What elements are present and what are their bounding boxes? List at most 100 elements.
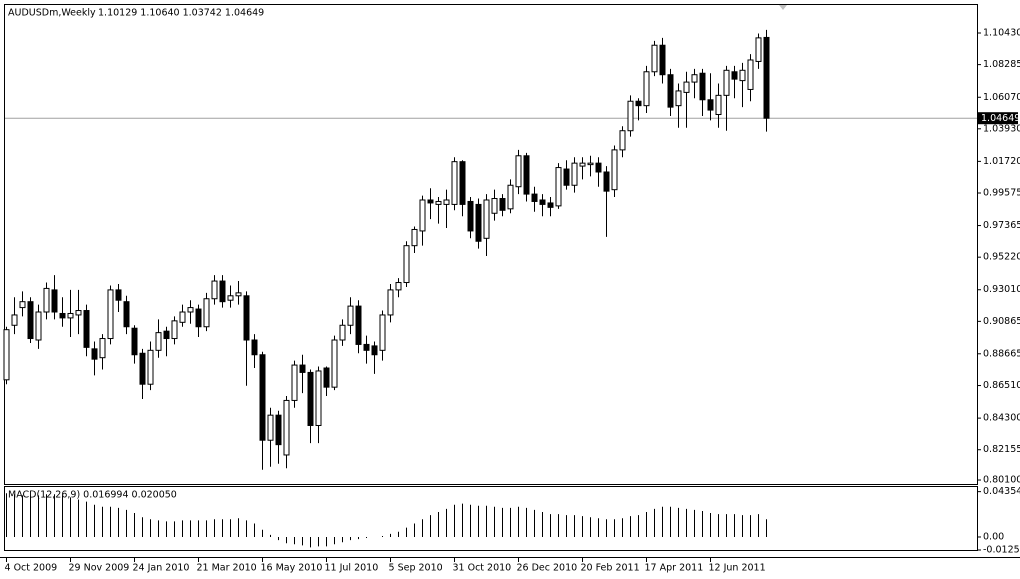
candle-body <box>347 305 354 326</box>
candle-body <box>411 228 418 247</box>
candle-body <box>515 155 522 188</box>
candle-body <box>667 74 674 108</box>
candle-body <box>459 161 466 205</box>
candle-body <box>19 301 26 309</box>
candle-body <box>147 349 154 385</box>
candle-body <box>467 200 474 232</box>
candle-body <box>451 161 458 205</box>
time-label: 11 Jul 2010 <box>325 563 379 574</box>
candle-body <box>323 367 330 388</box>
candle-body <box>11 314 18 326</box>
candle-body <box>547 202 554 208</box>
candle-body <box>531 193 538 202</box>
time-label: 17 Apr 2011 <box>645 563 704 574</box>
candle-body <box>435 200 442 205</box>
candle-body <box>251 339 258 356</box>
candle-body <box>179 311 186 323</box>
candle-body <box>3 329 10 381</box>
y-tick-label: 1.06070 <box>983 92 1020 103</box>
candle-body <box>603 171 610 192</box>
candle-body <box>507 184 514 210</box>
candle-body <box>387 289 394 316</box>
ohlc-readout: 1.10129 1.10640 1.03742 1.04649 <box>98 8 264 19</box>
candle-body <box>275 414 282 446</box>
candle-body <box>763 36 770 119</box>
current-price-box <box>978 112 1018 125</box>
price-panel-frame <box>4 4 978 485</box>
y-tick-label: 0.97365 <box>983 220 1020 231</box>
candle-body <box>699 72 706 101</box>
candle-body <box>59 312 66 319</box>
candle-body <box>203 298 210 328</box>
chart-shift-marker <box>779 5 787 10</box>
candle-body <box>483 199 490 239</box>
y-tick-label: 0.00 <box>983 531 1004 542</box>
y-tick-label: 0.82155 <box>983 444 1020 455</box>
candle-body <box>139 352 146 385</box>
candle-body <box>267 414 274 441</box>
y-tick-label: 0.043543 <box>983 486 1020 497</box>
time-label: 16 May 2010 <box>261 563 323 574</box>
chart-title: AUDUSDm,Weekly <box>8 8 96 19</box>
candle-body <box>635 100 642 107</box>
time-label: 29 Nov 2009 <box>69 563 130 574</box>
time-label: 4 Oct 2009 <box>5 563 58 574</box>
time-label: 20 Feb 2011 <box>581 563 640 574</box>
time-label: 26 Dec 2010 <box>517 563 578 574</box>
candle-body <box>723 69 730 96</box>
candle-body <box>355 305 362 345</box>
candle-body <box>155 332 162 351</box>
y-tick-label: -0.01250 <box>983 545 1020 556</box>
candle-body <box>587 162 594 166</box>
candle-body <box>595 162 602 173</box>
y-tick-label: 0.93010 <box>983 284 1020 295</box>
candle-body <box>27 301 34 340</box>
time-label: 5 Sep 2010 <box>389 563 443 574</box>
candle-body <box>371 345 378 356</box>
candle-body <box>195 308 202 328</box>
candle-body <box>331 339 338 388</box>
macd-title: MACD(12,26,9) 0.016994 0.020050 <box>8 490 177 501</box>
candle-body <box>91 348 98 360</box>
y-tick-label: 0.88665 <box>983 348 1020 359</box>
candle-body <box>579 162 586 167</box>
candle-body <box>755 37 762 62</box>
candle-body <box>363 343 370 351</box>
candle-body <box>403 245 410 284</box>
candle-body <box>259 354 266 441</box>
time-label: 24 Jan 2010 <box>133 563 190 574</box>
candle-body <box>395 282 402 291</box>
candle-body <box>427 199 434 204</box>
candle-body <box>291 364 298 401</box>
candle-body <box>627 100 634 132</box>
candle-body <box>187 307 194 313</box>
candle-body <box>707 99 714 111</box>
candle-body <box>83 310 90 348</box>
candle-body <box>619 130 626 151</box>
candle-body <box>715 94 722 116</box>
y-tick-label: 0.95220 <box>983 252 1020 263</box>
y-tick-label: 1.10430 <box>983 28 1020 39</box>
candle-body <box>315 370 322 426</box>
candle-body <box>475 203 482 242</box>
candle-body <box>731 71 738 80</box>
candle-body <box>523 155 530 195</box>
candle-body <box>107 289 114 340</box>
candle-body <box>651 44 658 73</box>
y-tick-label: 0.90865 <box>983 316 1020 327</box>
candle-body <box>283 399 290 456</box>
candle-body <box>43 287 50 313</box>
candle-body <box>683 81 690 93</box>
candle-body <box>747 59 754 90</box>
candle-body <box>75 310 82 316</box>
candle-body <box>339 324 346 341</box>
candle-body <box>307 371 314 426</box>
macd-panel-frame <box>4 486 978 551</box>
candle-body <box>115 289 122 301</box>
candle-body <box>67 312 74 319</box>
candle-body <box>539 199 546 205</box>
time-label: 21 Mar 2010 <box>197 563 257 574</box>
candle-body <box>211 280 218 300</box>
